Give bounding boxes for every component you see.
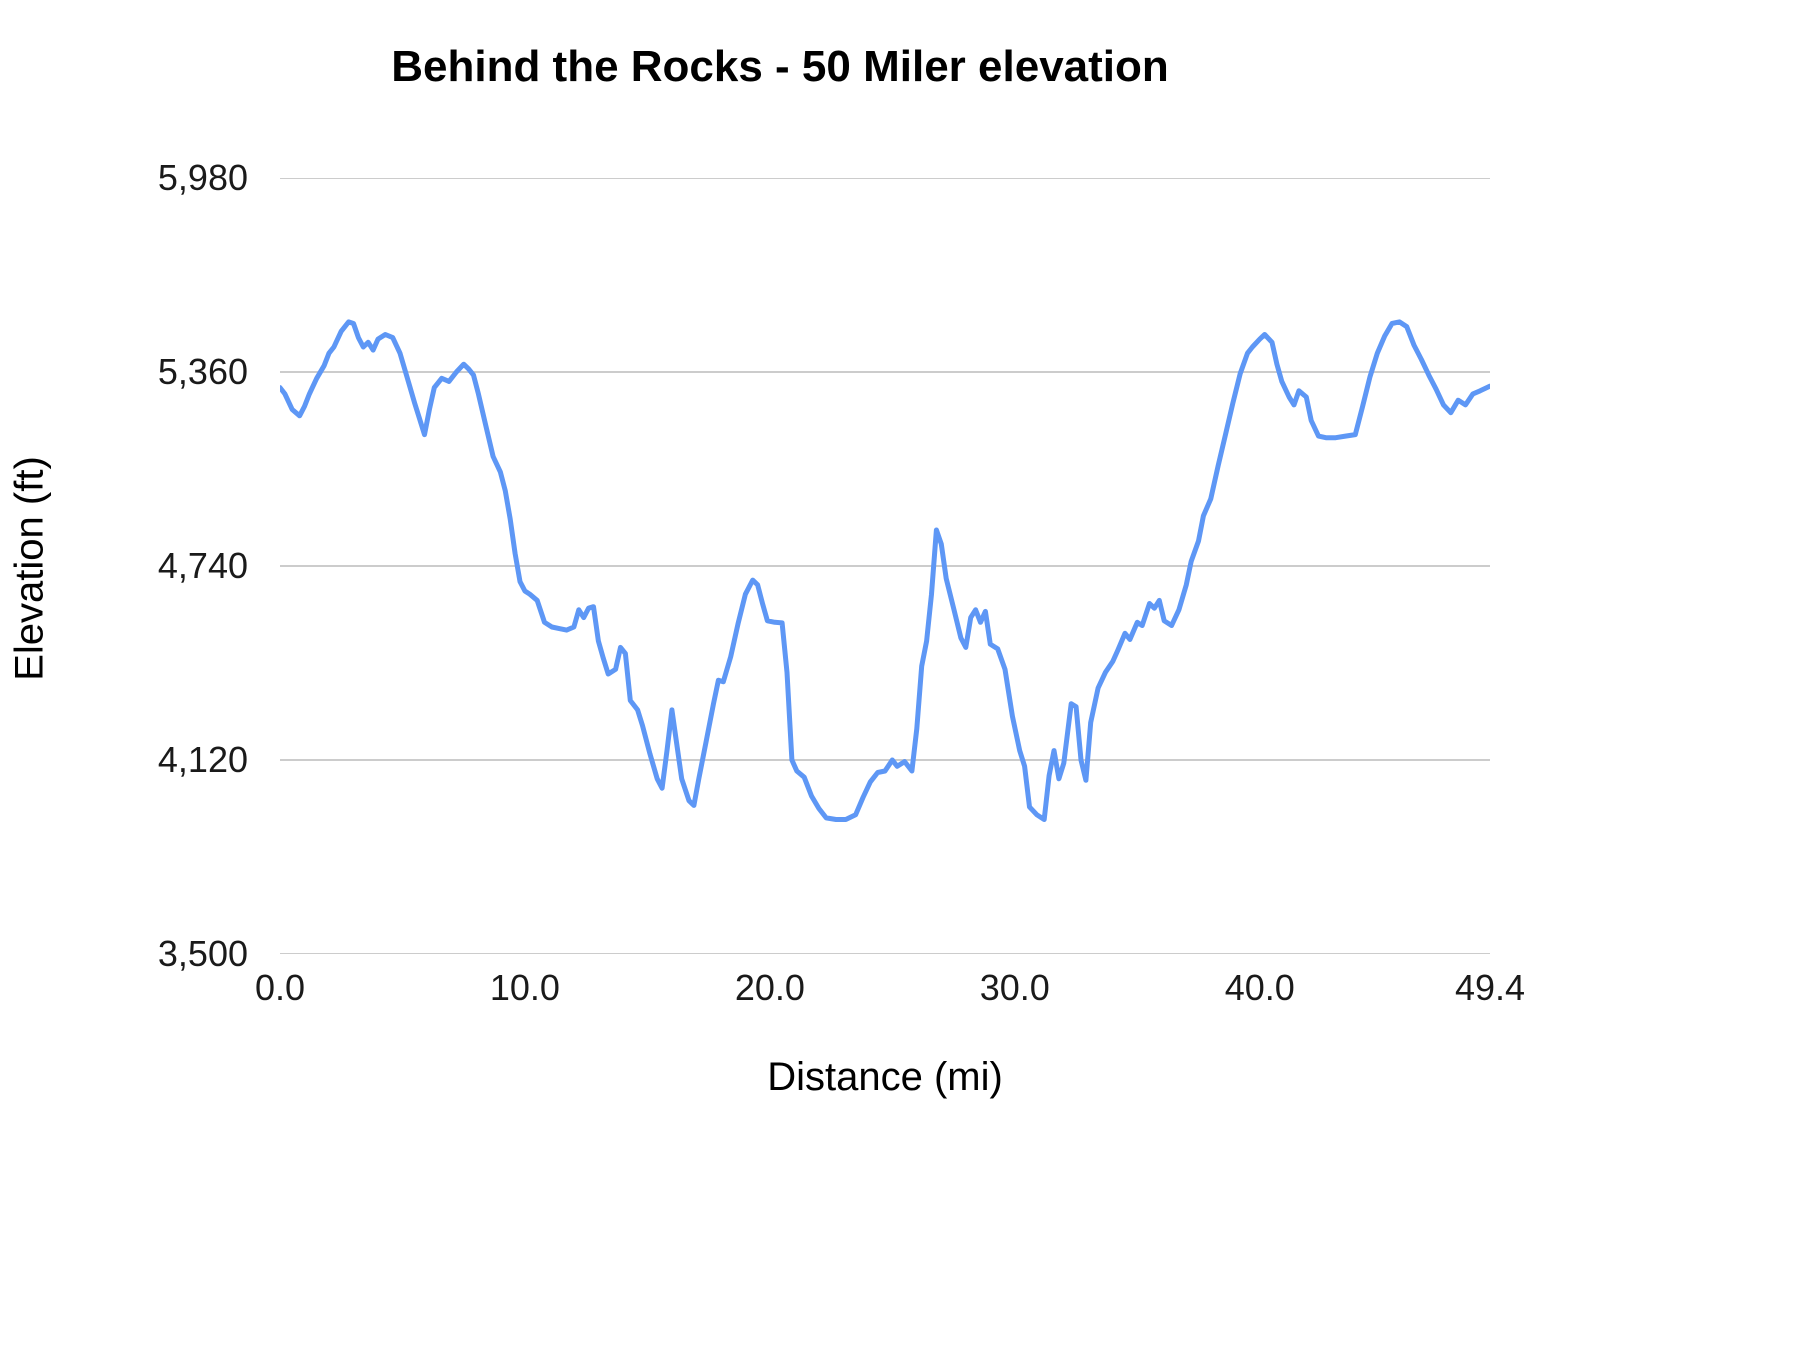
chart-title: Behind the Rocks - 50 Miler elevation	[391, 42, 1169, 91]
x-axis-title: Distance (mi)	[767, 1055, 1003, 1099]
x-tick-label: 49.4	[1454, 967, 1526, 1008]
elevation-line	[280, 319, 1490, 822]
y-tick-label: 4,120	[157, 739, 248, 780]
x-tick-label: 20.0	[734, 967, 805, 1008]
y-tick-label: 5,360	[157, 351, 248, 392]
y-axis-title: Elevation (ft)	[7, 456, 52, 681]
y-tick-label: 4,740	[157, 545, 248, 586]
x-tick-label: 40.0	[1224, 967, 1295, 1008]
x-tick-label: 10.0	[489, 967, 560, 1008]
x-tick-label: 0.0	[254, 967, 306, 1008]
y-tick-label: 5,980	[157, 157, 248, 198]
y-tick-label: 3,500	[157, 933, 248, 974]
x-tick-label: 30.0	[979, 967, 1050, 1008]
plot-area	[280, 178, 1490, 954]
